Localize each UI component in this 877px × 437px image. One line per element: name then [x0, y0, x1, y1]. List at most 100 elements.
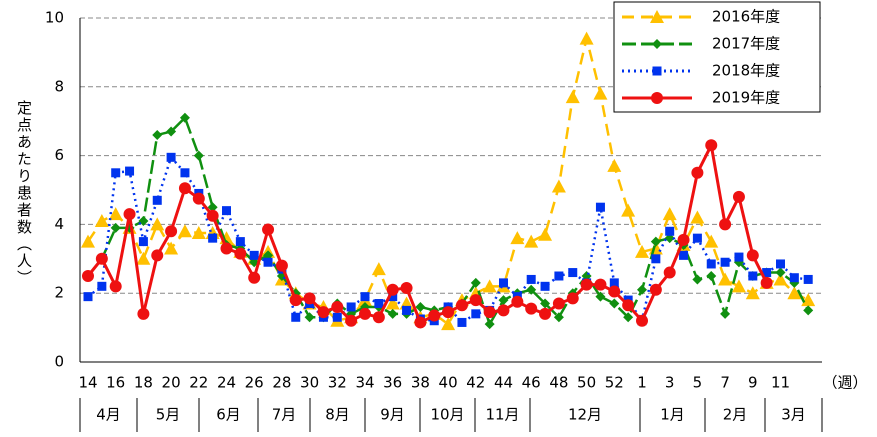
data-point [801, 293, 816, 307]
data-point [248, 271, 261, 284]
data-point [441, 317, 456, 331]
legend-marker [652, 66, 662, 76]
data-point [651, 254, 661, 264]
month-label: 5月 [156, 406, 181, 424]
data-point [677, 233, 690, 246]
data-point [568, 268, 578, 278]
x-tick-label: 26 [245, 374, 264, 392]
legend-marker [652, 39, 662, 49]
data-point [595, 291, 606, 302]
data-point [636, 314, 648, 327]
data-point [220, 242, 233, 255]
data-point [388, 292, 398, 302]
legend-marker [651, 92, 663, 104]
data-point [151, 249, 164, 262]
data-point [332, 312, 342, 322]
data-point [706, 271, 717, 281]
data-point [150, 217, 165, 231]
month-label: 1月 [660, 406, 685, 424]
data-point [498, 295, 509, 306]
data-point [137, 307, 150, 320]
month-label: 3月 [781, 406, 806, 424]
data-point [428, 309, 441, 322]
data-point [275, 259, 288, 272]
x-tick-label: 42 [466, 374, 485, 392]
data-point [222, 206, 231, 216]
data-point [484, 319, 495, 330]
data-point [540, 281, 550, 291]
data-point [249, 250, 259, 260]
data-point [385, 296, 400, 310]
data-point [511, 295, 524, 308]
data-point [206, 209, 219, 222]
x-tick-label: 5 [693, 374, 703, 392]
data-point [679, 250, 689, 260]
data-point [554, 271, 564, 281]
data-point [748, 271, 758, 281]
data-point [635, 244, 649, 258]
data-point [553, 312, 564, 323]
data-point [691, 166, 704, 179]
data-point [207, 202, 218, 213]
data-point [83, 292, 93, 302]
data-point [594, 278, 607, 291]
data-point [164, 241, 179, 255]
data-point [455, 299, 468, 312]
data-point [482, 279, 497, 293]
data-point [235, 237, 245, 247]
data-point [208, 233, 218, 243]
data-point [414, 316, 427, 329]
data-point [692, 233, 702, 243]
data-point [665, 226, 675, 236]
data-point [108, 207, 123, 221]
x-tick-label: 20 [162, 374, 181, 392]
data-point [789, 273, 799, 283]
y-tick-label: 6 [54, 146, 64, 164]
x-tick-label: 28 [272, 374, 291, 392]
data-point [262, 223, 275, 236]
data-point [595, 202, 605, 212]
data-point [387, 308, 398, 319]
data-point [538, 227, 553, 241]
data-point [593, 86, 608, 100]
data-point [386, 283, 399, 296]
data-point [304, 312, 315, 323]
data-point [718, 272, 733, 286]
x-tick-label: 22 [189, 374, 208, 392]
data-point [442, 306, 455, 319]
y-axis-label: 定点あたり患者数（人） [15, 100, 33, 287]
data-point [469, 294, 482, 307]
data-point [123, 208, 136, 221]
data-point [705, 139, 718, 152]
data-point [180, 168, 190, 178]
x-tick-label: 30 [300, 374, 319, 392]
x-tick-label: 14 [78, 374, 97, 392]
legend-marker [650, 10, 664, 23]
x-tick-label: 52 [605, 374, 624, 392]
data-point [97, 281, 107, 291]
x-tick-label: 16 [106, 374, 125, 392]
data-point [345, 314, 358, 327]
data-point [177, 224, 192, 238]
data-point [289, 294, 302, 307]
data-point [138, 237, 148, 247]
month-label: 6月 [216, 406, 241, 424]
data-point [760, 276, 773, 289]
data-point [346, 302, 356, 312]
data-point [704, 234, 719, 248]
data-point [371, 262, 386, 276]
data-point [136, 251, 151, 265]
data-point [565, 90, 580, 104]
y-tick-label: 4 [54, 215, 64, 233]
data-point [179, 112, 190, 123]
data-point [803, 305, 814, 316]
month-label: 4月 [96, 406, 121, 424]
data-point [471, 309, 481, 319]
data-point [402, 305, 412, 315]
data-point [374, 299, 384, 309]
x-tick-label: 1 [637, 374, 647, 392]
data-point [510, 231, 525, 245]
data-point [731, 279, 746, 293]
data-point [95, 252, 108, 265]
